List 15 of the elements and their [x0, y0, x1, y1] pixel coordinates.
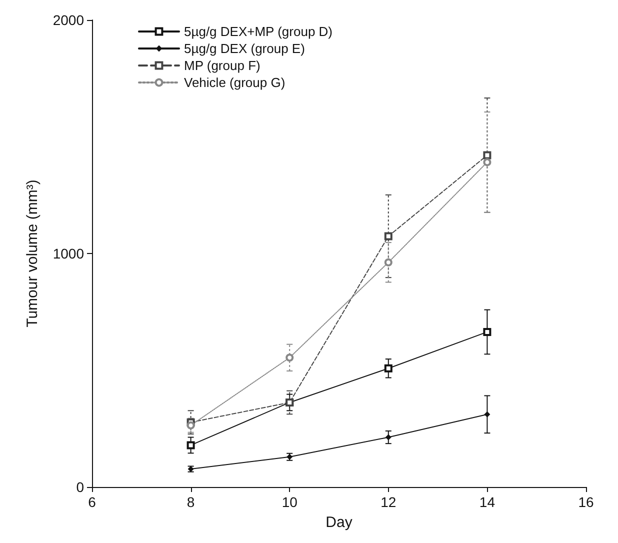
legend-label: 5µg/g DEX (group E)	[184, 41, 305, 56]
x-tick-label: 12	[380, 494, 396, 510]
y-tick-label: 1000	[52, 246, 84, 262]
legend-label: MP (group F)	[184, 58, 260, 73]
x-axis-title: Day	[326, 514, 353, 531]
y-tick-label: 2000	[52, 12, 84, 28]
x-tick-label: 6	[88, 494, 96, 510]
x-tick-label: 10	[282, 494, 298, 510]
x-tick-label: 14	[479, 494, 496, 510]
y-tick-label: 0	[76, 479, 84, 495]
x-tick-label: 8	[186, 494, 195, 510]
x-tick-label: 16	[578, 494, 594, 510]
legend-label: 5µg/g DEX+MP (group D)	[184, 24, 333, 39]
y-axis-title: Tumour volume (mm³)	[24, 180, 41, 328]
legend-label: Vehicle (group G)	[184, 75, 286, 90]
